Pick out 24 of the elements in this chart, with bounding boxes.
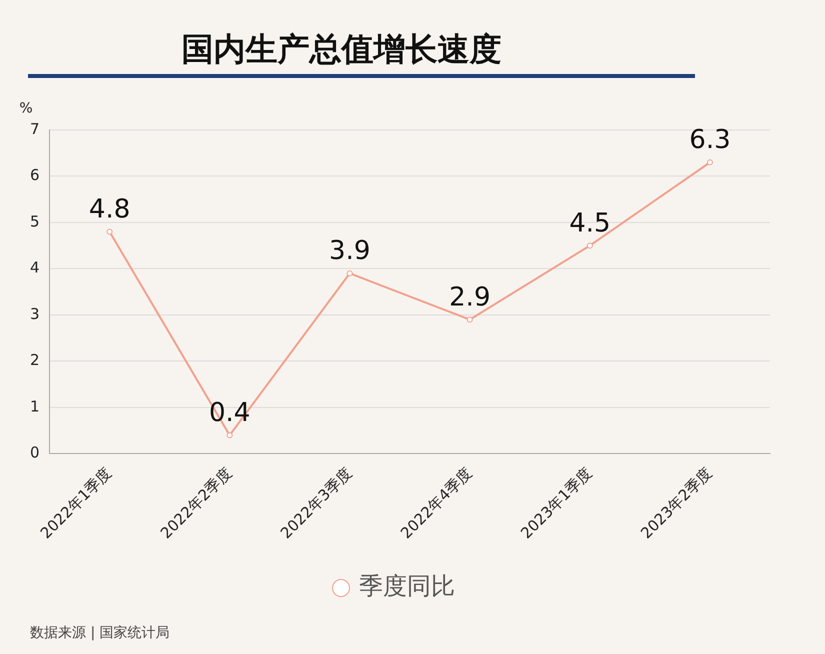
y-tick-label: 1 [30,397,40,416]
point [706,159,713,166]
legend-label: 季度同比 [359,572,455,600]
data-label: 6.3 [689,125,731,156]
source-note: 数据来源 | 国家统计局 [30,624,170,642]
y-tick-label: 6 [30,166,40,184]
y-tick-label: 7 [30,120,40,138]
y-tick-label: 3 [30,304,40,323]
point [346,270,353,276]
data-label: 2.9 [449,282,490,312]
data-label: 3.9 [329,236,370,266]
y-tick-label: 5 [30,212,40,230]
point [106,228,113,235]
data-label: 4.8 [88,194,130,224]
point [466,316,473,323]
y-tick-label: 4 [30,258,40,277]
y-axis-title: % [19,100,33,117]
point [586,242,593,249]
data-label: 0.4 [208,398,250,428]
y-tick-label: 2 [30,351,40,370]
point [226,432,233,438]
chart-title: 国内生产总值增长速度 [182,30,502,68]
data-label: 4.5 [569,208,611,238]
y-tick-label: 0 [30,444,40,462]
